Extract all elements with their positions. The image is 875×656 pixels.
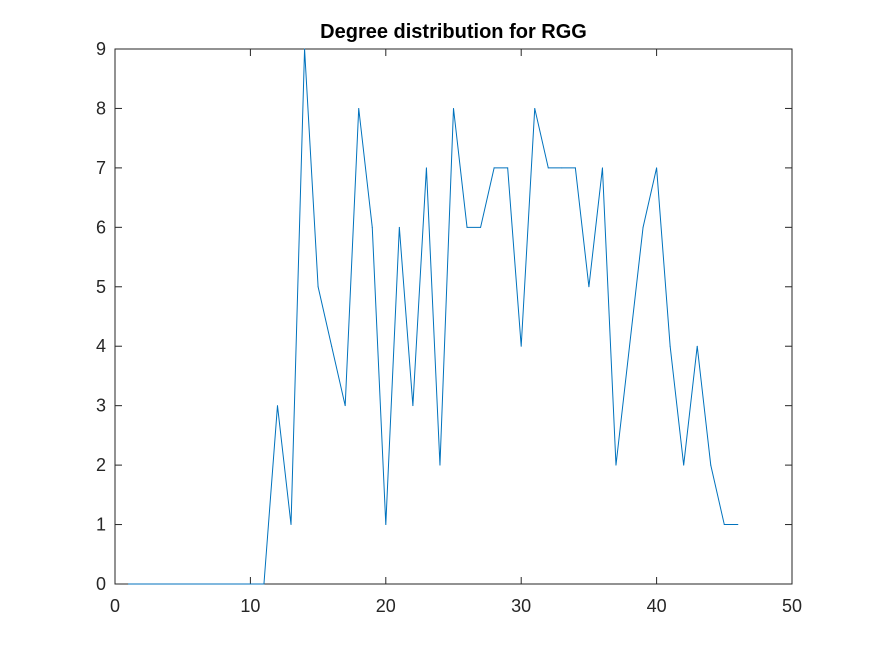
data-point [439, 464, 441, 466]
data-point [209, 583, 211, 585]
y-tick-label: 6 [96, 217, 106, 237]
y-tick-label: 7 [96, 158, 106, 178]
x-tick-label: 10 [240, 596, 260, 616]
data-point [331, 345, 333, 347]
data-point [385, 524, 387, 526]
data-point [520, 345, 522, 347]
data-point [195, 583, 197, 585]
data-point [588, 286, 590, 288]
data-point [615, 464, 617, 466]
y-tick-label: 5 [96, 277, 106, 297]
data-point [642, 226, 644, 228]
data-point [669, 345, 671, 347]
data-point [723, 524, 725, 526]
y-tick-label: 0 [96, 574, 106, 594]
data-point [534, 107, 536, 109]
data-point [128, 583, 130, 585]
x-tick-label: 30 [511, 596, 531, 616]
x-tick-label: 50 [782, 596, 802, 616]
data-point [168, 583, 170, 585]
data-point [236, 583, 238, 585]
y-tick-label: 3 [96, 396, 106, 416]
x-tick-label: 20 [376, 596, 396, 616]
series-layer [128, 48, 739, 585]
chart-title: Degree distribution for RGG [320, 21, 587, 43]
data-point [141, 583, 143, 585]
data-point [561, 167, 563, 169]
data-point [737, 524, 739, 526]
y-tick-label: 8 [96, 98, 106, 118]
data-point [574, 167, 576, 169]
y-axis: 0 1 2 3 4 5 6 7 8 9 [96, 39, 792, 594]
x-tick-label: 0 [110, 596, 120, 616]
data-point [398, 226, 400, 228]
plot-area [114, 48, 793, 585]
data-point [412, 405, 414, 407]
data-point [344, 405, 346, 407]
data-point [371, 226, 373, 228]
data-point [710, 464, 712, 466]
y-tick-label: 4 [96, 336, 106, 356]
axes-box [114, 48, 793, 585]
data-point [601, 167, 603, 169]
data-point [629, 345, 631, 347]
data-point [425, 167, 427, 169]
data-point [182, 583, 184, 585]
data-point [696, 345, 698, 347]
data-point [480, 226, 482, 228]
y-tick-label: 1 [96, 515, 106, 535]
data-point [290, 524, 292, 526]
series-line [128, 48, 738, 585]
data-point [656, 167, 658, 169]
data-point [466, 226, 468, 228]
x-axis: 0 10 20 30 40 50 [110, 49, 802, 616]
data-point [263, 583, 265, 585]
y-tick-label: 9 [96, 39, 106, 59]
data-point [453, 107, 454, 109]
data-point [249, 583, 251, 585]
data-point [547, 167, 549, 169]
data-point [304, 48, 306, 50]
x-tick-label: 40 [647, 596, 667, 616]
data-point [317, 286, 319, 288]
data-point [683, 464, 685, 466]
data-point [507, 167, 509, 169]
data-point [276, 405, 278, 407]
data-point [222, 583, 224, 585]
y-tick-label: 2 [96, 455, 106, 475]
data-point [358, 107, 360, 109]
data-point [493, 167, 495, 169]
data-point [155, 583, 157, 585]
